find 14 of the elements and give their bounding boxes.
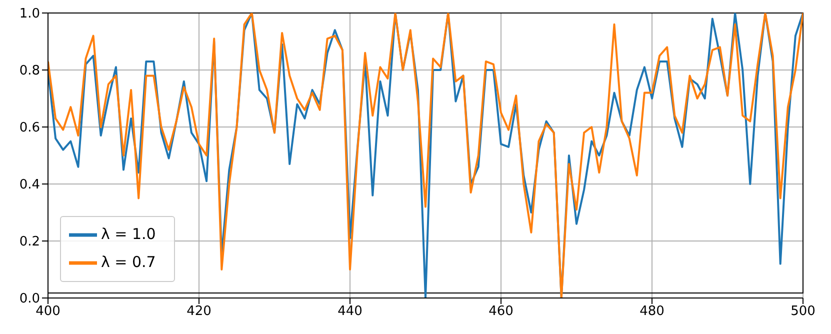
x-tick-label: 400	[36, 304, 60, 320]
y-tick-label: 0.0	[19, 292, 40, 307]
y-tick-label: 0.6	[19, 120, 40, 136]
y-tick-label: 0.4	[19, 178, 40, 193]
x-tick-label: 480	[640, 304, 664, 320]
y-tick-label: 1.0	[19, 6, 40, 22]
legend-label: λ = 0.7	[101, 253, 156, 272]
y-tick-label: 0.8	[19, 64, 40, 79]
y-tick-label: 0.2	[19, 234, 40, 250]
x-tick-label: 440	[338, 304, 362, 320]
legend-label: λ = 1.0	[101, 225, 156, 244]
x-tick-label: 460	[488, 304, 514, 320]
x-tick-label: 500	[790, 304, 816, 320]
x-tick-label: 420	[186, 304, 212, 320]
